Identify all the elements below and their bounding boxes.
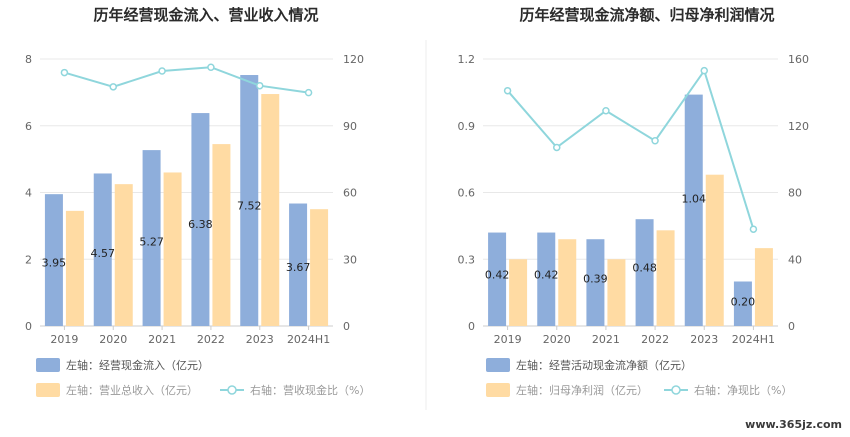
bar-secondary — [558, 239, 577, 326]
left-axis-tick-label: 8 — [25, 53, 32, 66]
bar-data-label: 1.04 — [682, 193, 707, 206]
right-axis-tick-label: 160 — [788, 53, 809, 66]
ratio-point — [256, 81, 264, 90]
left-axis-tick-label: 6 — [25, 120, 32, 133]
bar-secondary — [114, 184, 133, 326]
left-axis-tick-label: 0 — [25, 320, 32, 333]
bar-primary — [44, 194, 63, 326]
ratio-point — [109, 83, 117, 91]
right-axis-tick-label: 40 — [788, 253, 802, 266]
bar-secondary — [754, 248, 773, 326]
bar-data-label: 0.42 — [485, 269, 510, 282]
ratio-point — [553, 143, 561, 152]
bar-secondary — [65, 210, 84, 326]
bar-secondary — [656, 230, 675, 326]
x-tick-label: 2023 — [690, 333, 718, 346]
right-axis-tick-label: 30 — [343, 253, 357, 266]
legend-label: 左轴：归母净利润（亿元） — [516, 383, 648, 397]
bar-data-label: 0.42 — [534, 269, 559, 282]
right-axis-tick-label: 0 — [788, 320, 795, 333]
legend-label: 右轴：营收现金比（%） — [250, 383, 370, 397]
left-axis-tick-label: 0 — [468, 320, 475, 333]
bar-data-label: 7.52 — [237, 200, 262, 213]
bar-data-label: 0.39 — [583, 272, 608, 285]
legend-label: 左轴：营业总收入（亿元） — [66, 383, 198, 397]
bar-primary — [733, 281, 752, 326]
legend-swatch — [486, 383, 510, 397]
bar-data-label: 4.57 — [91, 247, 116, 260]
bar-secondary — [607, 259, 626, 326]
bar-secondary — [310, 209, 329, 326]
bar-data-label: 5.27 — [139, 236, 164, 249]
bar-data-label: 3.95 — [42, 257, 67, 270]
bar-data-label: 3.67 — [286, 261, 311, 274]
ratio-point — [602, 106, 610, 115]
left-axis-tick-label: 1.2 — [458, 53, 476, 66]
left-axis-tick-label: 2 — [25, 253, 32, 266]
bar-data-label: 0.48 — [632, 261, 657, 274]
x-tick-label: 2019 — [50, 333, 78, 346]
x-tick-label: 2020 — [99, 333, 127, 346]
right-axis-tick-label: 0 — [343, 320, 350, 333]
right-axis-tick-label: 80 — [788, 187, 802, 200]
legend-label: 右轴：净现比（%） — [694, 383, 792, 397]
x-tick-label: 2021 — [592, 333, 620, 346]
ratio-line — [506, 68, 755, 230]
legend-label: 左轴：经营现金流入（亿元） — [66, 358, 209, 372]
bar-secondary — [212, 144, 231, 326]
x-tick-label: 2021 — [148, 333, 176, 346]
x-tick-label: 2023 — [246, 333, 274, 346]
right-axis-tick-label: 60 — [343, 187, 357, 200]
bar-primary — [537, 232, 556, 326]
left-axis-tick-label: 4 — [25, 187, 32, 200]
right-axis-tick-label: 90 — [343, 120, 357, 133]
x-tick-label: 2022 — [197, 333, 225, 346]
x-tick-label: 2019 — [494, 333, 522, 346]
x-tick-label: 2022 — [641, 333, 669, 346]
right-axis-tick-label: 120 — [788, 120, 809, 133]
bar-primary — [488, 232, 507, 326]
legend-swatch — [36, 358, 60, 372]
bar-primary — [684, 94, 703, 326]
legend-swatch — [486, 358, 510, 372]
bar-data-label: 0.20 — [731, 296, 756, 309]
ratio-line — [64, 66, 309, 94]
bar-primary — [240, 75, 259, 327]
bar-primary — [289, 203, 308, 326]
x-tick-label: 2024H1 — [732, 333, 775, 346]
left-axis-tick-label: 0.9 — [458, 120, 476, 133]
legend-line-marker — [671, 385, 681, 395]
chart-title: 历年经营现金流净额、归母净利润情况 — [519, 6, 774, 24]
ratio-point — [304, 88, 313, 97]
bar-secondary — [261, 94, 280, 326]
bar-data-label: 6.38 — [188, 218, 213, 231]
ratio-point — [60, 68, 69, 77]
ratio-point — [700, 66, 708, 75]
ratio-point — [651, 137, 659, 145]
legend-line-marker — [227, 385, 237, 395]
bar-secondary — [163, 172, 182, 326]
chart-title: 历年经营现金流入、营业收入情况 — [93, 6, 318, 24]
bar-primary — [191, 113, 210, 326]
watermark: www.365jz.com — [745, 418, 842, 431]
bar-secondary — [509, 259, 528, 326]
bar-primary — [635, 219, 654, 326]
ratio-point — [749, 225, 758, 233]
bar-primary — [586, 239, 605, 326]
x-tick-label: 2024H1 — [287, 333, 330, 346]
legend-swatch — [36, 383, 60, 397]
left-axis-tick-label: 0.6 — [458, 187, 476, 200]
bar-primary — [142, 150, 161, 326]
bar-secondary — [705, 174, 724, 326]
ratio-point — [503, 86, 512, 95]
bar-primary — [93, 173, 112, 326]
ratio-point — [207, 63, 215, 71]
left-axis-tick-label: 0.3 — [458, 253, 476, 266]
x-tick-label: 2020 — [543, 333, 571, 346]
ratio-point — [158, 67, 166, 75]
legend-label: 左轴：经营活动现金流净额（亿元） — [516, 358, 692, 372]
right-axis-tick-label: 120 — [343, 53, 364, 66]
